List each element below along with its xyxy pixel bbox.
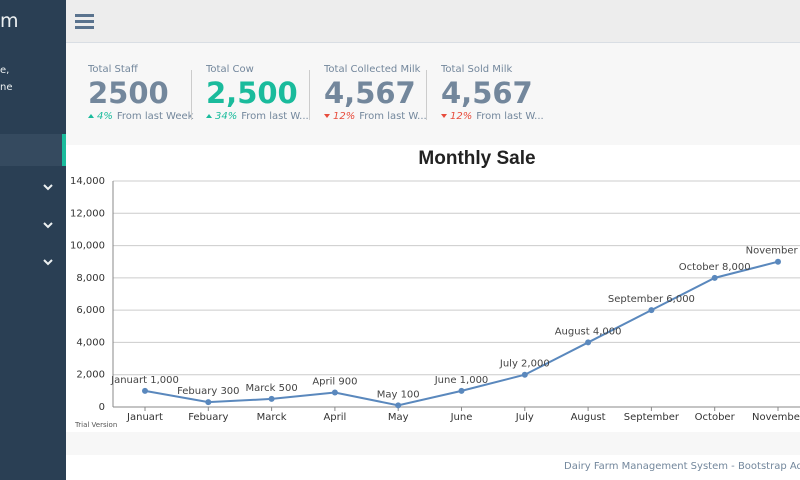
stat-label: Total Collected Milk: [324, 64, 421, 75]
y-tick-label: 4,000: [76, 337, 105, 348]
point: [458, 387, 465, 394]
trend-arrow: [441, 114, 447, 118]
data-label: October 8,000: [679, 262, 751, 273]
data-label: Januart 1,000: [110, 375, 179, 386]
x-tick-label: Marck: [257, 412, 287, 423]
x-tick-label: June: [450, 412, 473, 423]
data-label: May 100: [377, 389, 420, 400]
data-label: July 2,000: [499, 359, 550, 370]
separator: [426, 70, 427, 120]
point: [205, 399, 212, 406]
chart-panel: Monthly Sale Trial Version 0 2,000 4,000 6,…: [66, 145, 800, 432]
data-label: Marck 500: [245, 383, 297, 394]
data-label: June 1,000: [434, 375, 489, 386]
point: [775, 258, 781, 265]
change-note: From last W...: [241, 111, 309, 122]
separator: [309, 70, 310, 120]
stat-tile: Total Sold Milk 4,567 12% From last W...: [441, 64, 553, 130]
data-label: September 6,000: [608, 294, 695, 305]
stat-label: Total Staff: [88, 64, 138, 75]
stat-tile: Total Staff 2500 4% From last Week: [88, 64, 200, 130]
stat-change: 12% From last W...: [441, 111, 553, 122]
change-value: 4%: [97, 111, 113, 122]
stat-change: 12% From last W...: [324, 111, 436, 122]
x-tick-label: July: [515, 412, 534, 423]
change-value: 12%: [450, 111, 473, 122]
separator: [191, 70, 192, 120]
menu-toggle[interactable]: [75, 13, 95, 31]
chart: Monthly Sale Trial Version 0 2,000 4,000 6,…: [70, 148, 800, 429]
point: [648, 307, 655, 314]
x-tick-label: April: [323, 412, 346, 423]
x-tick-label: November: [752, 412, 800, 423]
change-value: 34%: [215, 111, 238, 122]
change-note: From last W...: [476, 111, 544, 122]
x-tick-label: September: [624, 412, 680, 423]
stat-label: Total Sold Milk: [441, 64, 513, 75]
y-tick-label: 0: [99, 402, 105, 413]
trend-arrow: [206, 114, 212, 118]
chart-title: Monthly Sale: [418, 148, 535, 169]
point: [585, 339, 592, 346]
stat-change: 4% From last Week: [88, 111, 200, 122]
data-label: November 9,: [746, 246, 800, 257]
stat-value: 4,567: [324, 76, 416, 110]
stat-value: 2,500: [206, 76, 298, 110]
active-menu-item[interactable]: [0, 134, 66, 166]
y-tick-label: 2,000: [76, 370, 105, 381]
data-label: April 900: [312, 376, 357, 387]
y-tick-label: 8,000: [76, 273, 105, 284]
x-tick-label: May: [388, 412, 409, 423]
point: [142, 387, 148, 394]
menu-chevrons[interactable]: [0, 175, 66, 275]
point: [711, 274, 718, 281]
x-tick-label: October: [695, 412, 736, 423]
trend-arrow: [324, 114, 330, 118]
footer: Dairy Farm Management System - Bootstrap…: [66, 455, 800, 480]
x-tick-label: Januart: [126, 412, 163, 423]
stat-value: 4,567: [441, 76, 533, 110]
data-label: Febuary 300: [177, 386, 239, 397]
change-note: From last W...: [359, 111, 427, 122]
stat-tile: Total Collected Milk 4,567 12% From last W.…: [324, 64, 436, 130]
footer-text: Dairy Farm Management System - Bootstrap…: [564, 461, 800, 472]
y-tick-label: 12,000: [70, 208, 105, 219]
y-tick-label: 14,000: [70, 176, 105, 187]
profile-text: ne: [0, 82, 13, 93]
stat-tile: Total Cow 2,500 34% From last W...: [206, 64, 318, 130]
stat-value: 2500: [88, 76, 169, 110]
top-bar: [66, 0, 800, 43]
point: [331, 389, 338, 396]
y-tick-label: 6,000: [76, 305, 105, 316]
change-value: 12%: [333, 111, 356, 122]
stat-change: 34% From last W...: [206, 111, 318, 122]
point: [395, 402, 402, 409]
x-tick-label: August: [571, 412, 606, 423]
point: [268, 395, 275, 402]
change-note: From last Week: [116, 111, 194, 122]
profile-text: e,: [0, 65, 10, 76]
sidebar: m e, ne: [0, 0, 66, 480]
stat-label: Total Cow: [206, 64, 254, 75]
brand: m: [0, 10, 19, 32]
x-tick-label: Febuary: [188, 412, 228, 423]
y-tick-label: 10,000: [70, 241, 105, 252]
point: [521, 371, 528, 378]
trend-arrow: [88, 114, 94, 118]
data-label: August 4,000: [555, 326, 622, 337]
trial-note: Trial Version: [74, 421, 117, 429]
